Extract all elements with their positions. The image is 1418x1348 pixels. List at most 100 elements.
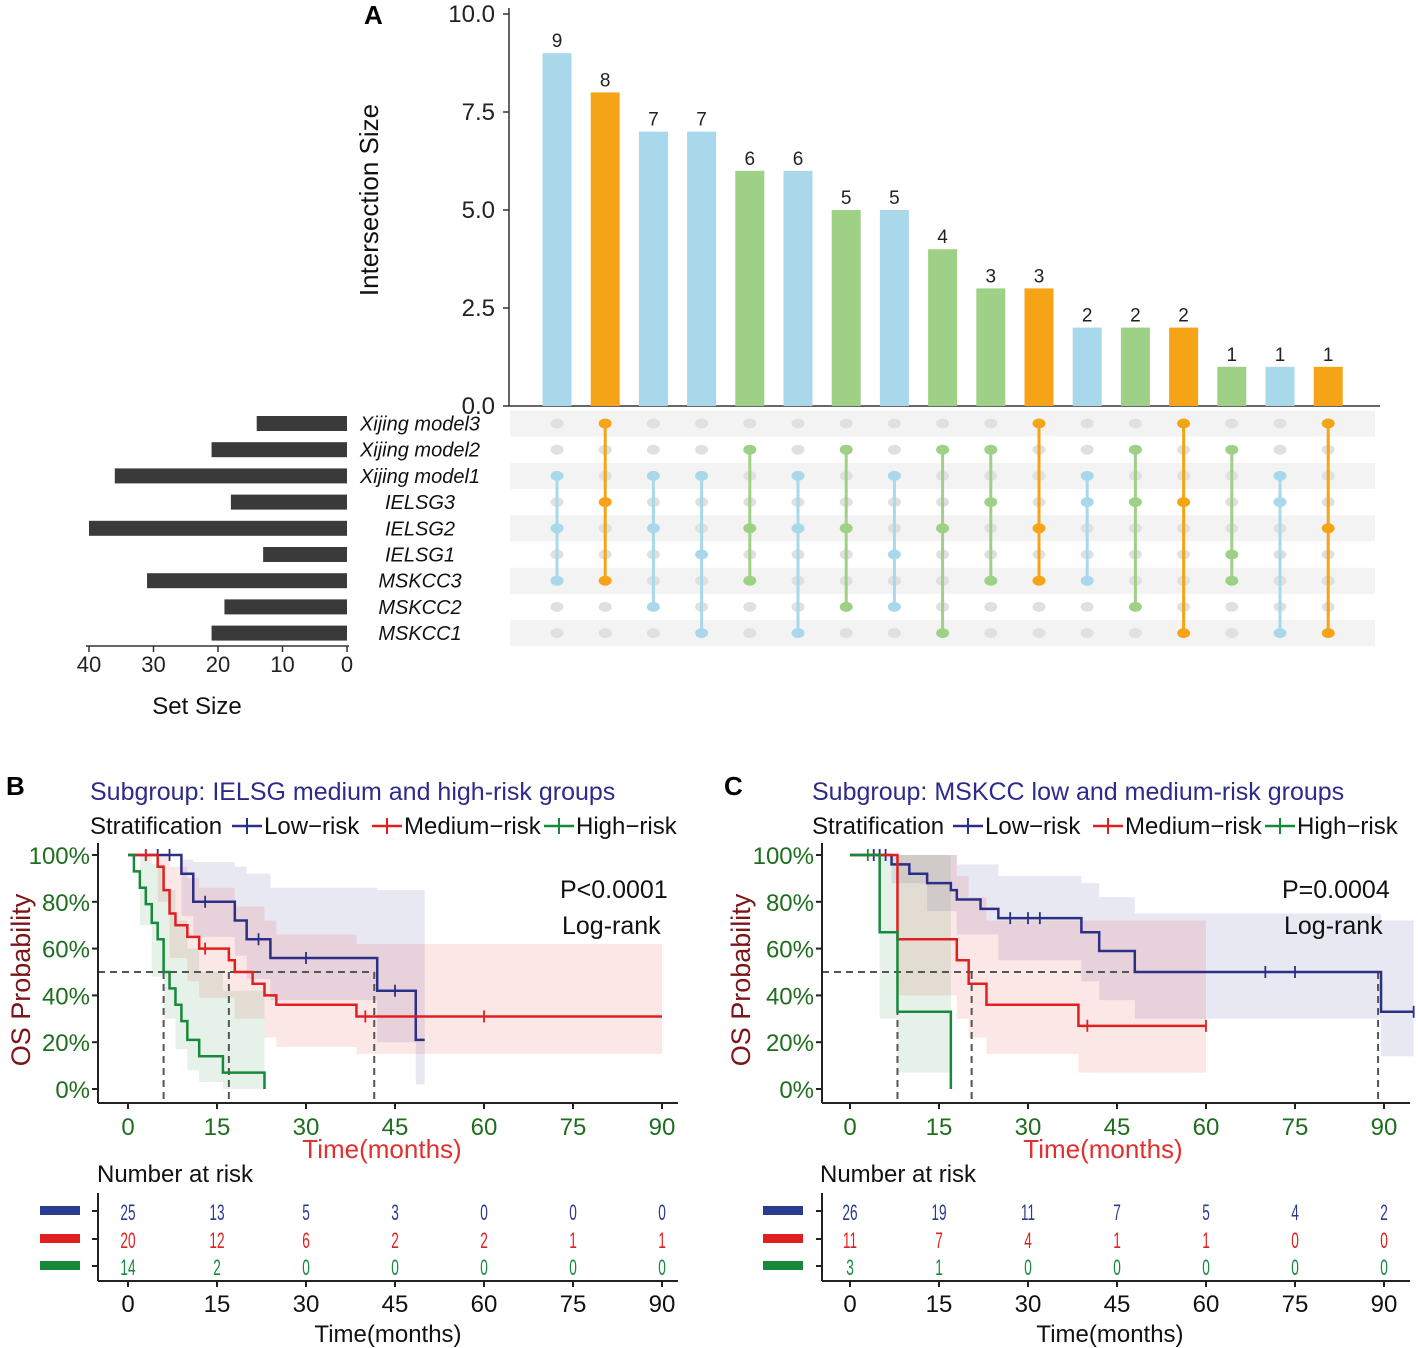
matrix-dot-active — [598, 418, 612, 429]
matrix-dot-inactive — [550, 418, 564, 429]
km-y-tick-label: 20% — [766, 1030, 814, 1057]
intersection-bar — [1072, 327, 1102, 406]
risk-key-medium-risk — [40, 1234, 80, 1243]
km-y-tick-label: 20% — [42, 1030, 90, 1057]
matrix-dot-inactive — [1032, 628, 1046, 639]
intersection-bar-label: 9 — [552, 31, 563, 52]
matrix-dot-active — [1032, 523, 1046, 534]
upset-y-tick-label: 2.5 — [462, 295, 495, 322]
set-size-bar — [230, 494, 347, 510]
risk-count: 0 — [480, 1255, 488, 1280]
risk-x-tick-label: 0 — [843, 1291, 856, 1318]
risk-x-tick-label: 45 — [382, 1291, 409, 1318]
matrix-dot-active — [936, 628, 950, 639]
matrix-dot-inactive — [1225, 418, 1239, 429]
risk-x-tick-label: 60 — [471, 1291, 498, 1318]
risk-count: 7 — [1113, 1200, 1121, 1225]
km-x-tick-label: 15 — [926, 1114, 953, 1141]
risk-count: 0 — [1291, 1228, 1299, 1253]
set-label: Xijing model1 — [359, 466, 480, 488]
matrix-dot-active — [791, 523, 805, 534]
km-y-tick-label: 80% — [42, 890, 90, 917]
matrix-dot-inactive — [791, 444, 805, 455]
panel-letter-a: A — [364, 0, 383, 30]
risk-count: 7 — [935, 1228, 943, 1253]
risk-count: 0 — [1024, 1255, 1032, 1280]
risk-count: 4 — [1291, 1200, 1299, 1225]
risk-count: 1 — [658, 1228, 666, 1253]
upset-matrix — [550, 418, 1335, 639]
risk-count: 0 — [391, 1255, 399, 1280]
km-b-legend: Stratification Low−risk Medium−risk High−r… — [90, 813, 678, 840]
matrix-dot-inactive — [1273, 418, 1287, 429]
matrix-dot-active — [1128, 601, 1142, 612]
set-size-tick-label: 40 — [77, 652, 101, 677]
matrix-dot-inactive — [695, 418, 709, 429]
panel-letter-c: C — [724, 771, 743, 801]
upset-y-tick-label: 5.0 — [462, 197, 495, 224]
risk-count: 1 — [1113, 1228, 1121, 1253]
matrix-dot-active — [598, 497, 612, 508]
upset-bars: 9 8 7 7 6 6 5 5 4 3 3 2 2 2 1 1 1 — [542, 31, 1343, 407]
risk-x-tick-label: 75 — [560, 1291, 587, 1318]
km-y-tick-label: 40% — [42, 983, 90, 1010]
matrix-dot-inactive — [646, 444, 660, 455]
matrix-dot-inactive — [1128, 628, 1142, 639]
risk-count: 20 — [120, 1228, 135, 1253]
set-size-bar — [114, 468, 347, 484]
matrix-dot-inactive — [839, 418, 853, 429]
matrix-dot-active — [550, 470, 564, 481]
matrix-dot-inactive — [1080, 444, 1094, 455]
risk-key-medium-risk — [763, 1234, 803, 1243]
km-curve-low-risk — [850, 853, 1414, 1014]
intersection-bar — [1024, 288, 1054, 406]
km-y-tick-label: 60% — [42, 937, 90, 964]
km-y-tick-label: 100% — [29, 843, 90, 870]
legend-label: Medium−risk — [1125, 813, 1263, 840]
risk-count: 14 — [120, 1255, 135, 1280]
risk-count: 1 — [935, 1255, 943, 1280]
intersection-bar — [590, 92, 620, 407]
matrix-dot-inactive — [743, 601, 757, 612]
matrix-dot-inactive — [984, 628, 998, 639]
matrix-dot-active — [839, 601, 853, 612]
risk-count: 5 — [1202, 1200, 1210, 1225]
matrix-dot-active — [695, 470, 709, 481]
risk-count: 2 — [391, 1228, 399, 1253]
km-y-tick-label: 0% — [55, 1077, 90, 1104]
risk-x-tick-label: 0 — [121, 1291, 134, 1318]
matrix-dot-active — [550, 523, 564, 534]
upset-y-title: Intersection Size — [354, 104, 384, 296]
matrix-dot-active — [743, 444, 757, 455]
risk-count: 0 — [1291, 1255, 1299, 1280]
risk-count: 0 — [1380, 1255, 1388, 1280]
matrix-dot-active — [1273, 470, 1287, 481]
intersection-bar — [1313, 366, 1343, 406]
km-x-tick-label: 45 — [1104, 1114, 1131, 1141]
km-b-stratification-label: Stratification — [90, 813, 222, 840]
matrix-dot-inactive — [1080, 418, 1094, 429]
ci-band-medium-risk — [850, 855, 1206, 1073]
km-c-risk-table: 26 19 11 7 5 4 211 7 4 1 1 0 03 1 0 0 0 0 00 15 30 45 60 75 90 — [763, 1193, 1410, 1318]
km-y-tick-label: 0% — [779, 1077, 814, 1104]
km-y-tick-label: 100% — [753, 843, 814, 870]
intersection-bar — [1217, 366, 1247, 406]
intersection-bar-label: 6 — [745, 149, 756, 170]
risk-count: 0 — [1202, 1255, 1210, 1280]
risk-count: 5 — [302, 1200, 310, 1225]
intersection-bar — [879, 210, 909, 406]
km-b-y-title: OS Probability — [6, 893, 36, 1066]
upset-y-tick-label: 7.5 — [462, 99, 495, 126]
matrix-dot-active — [1128, 444, 1142, 455]
risk-count: 4 — [1024, 1228, 1032, 1253]
risk-count: 25 — [120, 1200, 135, 1225]
set-label: MSKCC3 — [378, 571, 461, 593]
upset-panel: A Intersection Size Set Size 0.0 2.5 5.0 7.… — [77, 0, 1380, 720]
set-size-bar — [256, 416, 347, 431]
ci-band-low-risk — [850, 855, 1414, 1057]
legend-label: High−risk — [576, 813, 678, 840]
km-b-x-title: Time(months) — [302, 1134, 461, 1164]
matrix-dot-active — [839, 523, 853, 534]
matrix-dot-inactive — [887, 418, 901, 429]
matrix-dot-inactive — [550, 444, 564, 455]
